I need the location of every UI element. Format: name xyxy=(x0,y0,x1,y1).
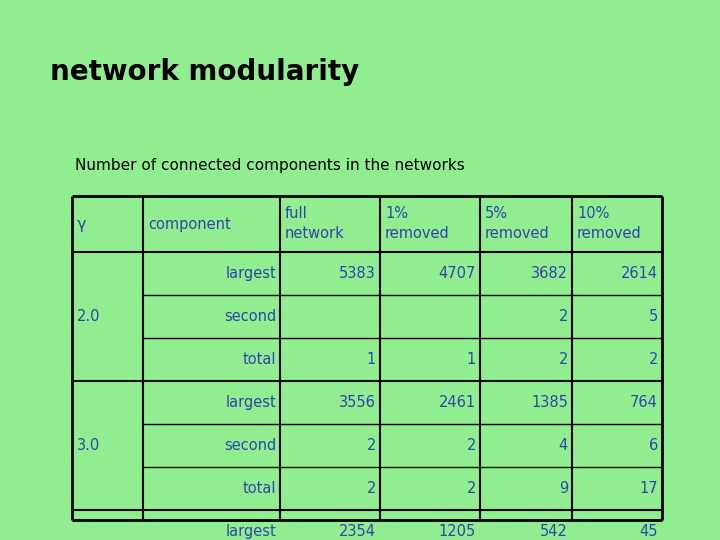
Text: 542: 542 xyxy=(540,524,568,539)
Text: 2: 2 xyxy=(559,309,568,324)
Text: 1: 1 xyxy=(366,352,376,367)
Text: largest: largest xyxy=(225,395,276,410)
Text: removed: removed xyxy=(485,226,550,241)
Text: removed: removed xyxy=(577,226,642,241)
Text: 1205: 1205 xyxy=(438,524,476,539)
Text: largest: largest xyxy=(225,524,276,539)
Text: 4: 4 xyxy=(559,438,568,453)
Text: 1: 1 xyxy=(467,352,476,367)
Text: 17: 17 xyxy=(639,481,658,496)
Text: 45: 45 xyxy=(639,524,658,539)
Text: 5: 5 xyxy=(649,309,658,324)
Text: 2: 2 xyxy=(366,438,376,453)
Text: 6: 6 xyxy=(649,438,658,453)
Text: 2354: 2354 xyxy=(339,524,376,539)
Text: 2: 2 xyxy=(649,352,658,367)
Text: 2: 2 xyxy=(366,481,376,496)
Text: removed: removed xyxy=(385,226,450,241)
Text: 2: 2 xyxy=(559,352,568,367)
Text: 2: 2 xyxy=(467,438,476,453)
Text: 5383: 5383 xyxy=(339,266,376,281)
Text: 2614: 2614 xyxy=(621,266,658,281)
Text: network: network xyxy=(285,226,345,241)
Text: total: total xyxy=(243,481,276,496)
Text: 2: 2 xyxy=(467,481,476,496)
Text: second: second xyxy=(224,309,276,324)
Text: 3.0: 3.0 xyxy=(77,438,100,453)
Text: 4707: 4707 xyxy=(438,266,476,281)
Text: 5%: 5% xyxy=(485,206,508,221)
Text: network modularity: network modularity xyxy=(50,58,359,86)
Text: 9: 9 xyxy=(559,481,568,496)
Text: Number of connected components in the networks: Number of connected components in the ne… xyxy=(75,158,464,173)
Text: second: second xyxy=(224,438,276,453)
Text: largest: largest xyxy=(225,266,276,281)
Text: 3556: 3556 xyxy=(339,395,376,410)
Text: component: component xyxy=(148,217,230,232)
Text: 3682: 3682 xyxy=(531,266,568,281)
Text: γ: γ xyxy=(77,217,86,232)
Text: 1385: 1385 xyxy=(531,395,568,410)
Text: 2461: 2461 xyxy=(439,395,476,410)
Text: total: total xyxy=(243,352,276,367)
Text: 2.0: 2.0 xyxy=(77,309,101,324)
Text: full: full xyxy=(285,206,307,221)
Text: 764: 764 xyxy=(630,395,658,410)
Text: 10%: 10% xyxy=(577,206,609,221)
Text: 1%: 1% xyxy=(385,206,408,221)
